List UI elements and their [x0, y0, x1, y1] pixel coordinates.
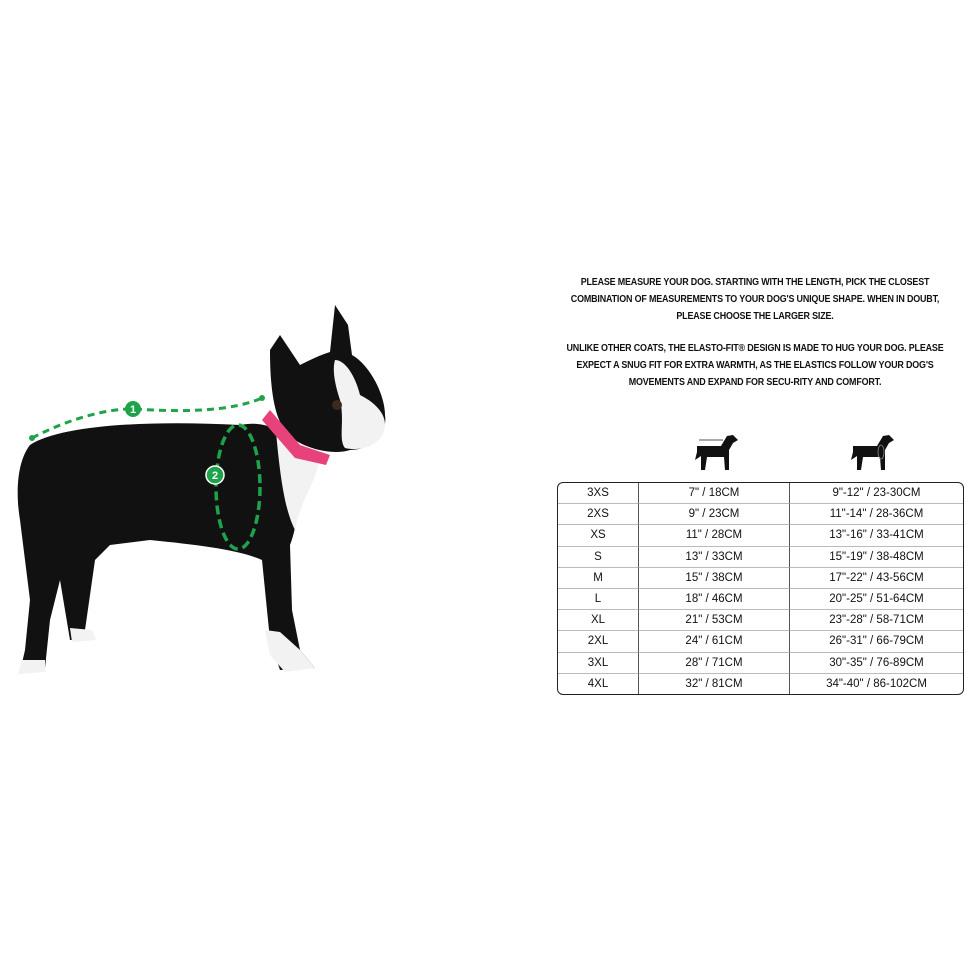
chest-cell: 20"-25" / 51-64CM [790, 589, 963, 611]
size-cell: XS [558, 525, 639, 547]
length-measure-line: 1 [29, 395, 265, 441]
chest-cell: 11"-14" / 28-36CM [790, 504, 963, 526]
size-cell: 4XL [558, 673, 639, 694]
length-cell: 11" / 28CM [639, 525, 790, 547]
chest-cell: 34"-40" / 86-102CM [826, 677, 927, 690]
length-cell: 15" / 38CM [639, 567, 790, 589]
table-row: S 13" / 33CM 15"-19" / 38-48CM [558, 546, 963, 568]
table-row: XL 21" / 53CM 23"-28" / 58-71CM [558, 610, 963, 632]
length-cell: 21" / 53CM [639, 610, 790, 632]
marker-1 [125, 401, 141, 417]
length-cell: 18" / 46CM [639, 588, 790, 611]
elasto-fit-note: UNLIKE OTHER COATS, THE ELASTO-FIT® DESI… [566, 343, 944, 388]
dog-length-icon [695, 435, 738, 470]
length-cell: 32" / 81CM [639, 673, 790, 694]
table-row: 3XL 28" / 71CM 30"-35" / 76-89CM [558, 652, 963, 674]
length-cell: 9" / 23CM [639, 504, 790, 526]
size-chart-table: 3XS 7" / 18CM 9"-12" / 23-30CM 2XS 9" / 23CM… [557, 482, 964, 695]
chest-cell: 23"-28" / 58-71CM [790, 610, 963, 632]
size-cell: 2XS [558, 504, 639, 526]
chest-cell: 30"-35" / 76-89CM [790, 653, 963, 674]
chest-cell: 9"-12" / 23-30CM [790, 483, 963, 505]
chest-cell: 17"-22" / 43-56CM [790, 568, 963, 589]
chest-cell: 26"-31" / 66-79CM [790, 631, 963, 653]
marker-1-label: 1 [130, 404, 136, 416]
size-cell: 3XL [558, 652, 639, 674]
table-row: XS 11" / 28CM 13"-16" / 33-41CM [558, 525, 963, 547]
chest-cell: 13"-16" / 33-41CM [790, 525, 963, 547]
table-row: 2XS 9" / 23CM 11"-14" / 28-36CM [558, 504, 963, 526]
table-row: M 15" / 38CM 17"-22" / 43-56CM [558, 567, 963, 589]
chest-measure-line: 2 [205, 423, 262, 551]
dog-chest-icon [851, 435, 894, 470]
size-cell: 2XL [558, 631, 639, 653]
length-cell: 13" / 33CM [639, 546, 790, 568]
chest-cell: 15"-19" / 38-48CM [790, 547, 963, 568]
dog-silhouette [17, 305, 386, 674]
size-cell: 3XS [558, 483, 639, 505]
length-cell: 24" / 61CM [639, 631, 790, 653]
length-cell: 7" / 18CM [639, 483, 790, 505]
size-cell: M [558, 567, 639, 589]
size-cell: XL [558, 610, 639, 632]
size-cell: L [558, 588, 639, 611]
table-row: L 18" / 46CM 20"-25" / 51-64CM [558, 588, 963, 611]
dog-measurement-photo: 1 2 [17, 305, 386, 674]
length-cell: 28" / 71CM [639, 652, 790, 674]
marker-2-label: 2 [212, 470, 218, 482]
table-row: 2XL 24" / 61CM 26"-31" / 66-79CM [558, 631, 963, 653]
measure-instructions: PLEASE MEASURE YOUR DOG. STARTING WITH T… [570, 277, 940, 322]
table-row: 4XL 32" / 81CM 34"-40" / 86-102CM [558, 673, 963, 694]
table-row: 3XS 7" / 18CM 9"-12" / 23-30CM [558, 483, 963, 505]
size-cell: S [558, 546, 639, 568]
